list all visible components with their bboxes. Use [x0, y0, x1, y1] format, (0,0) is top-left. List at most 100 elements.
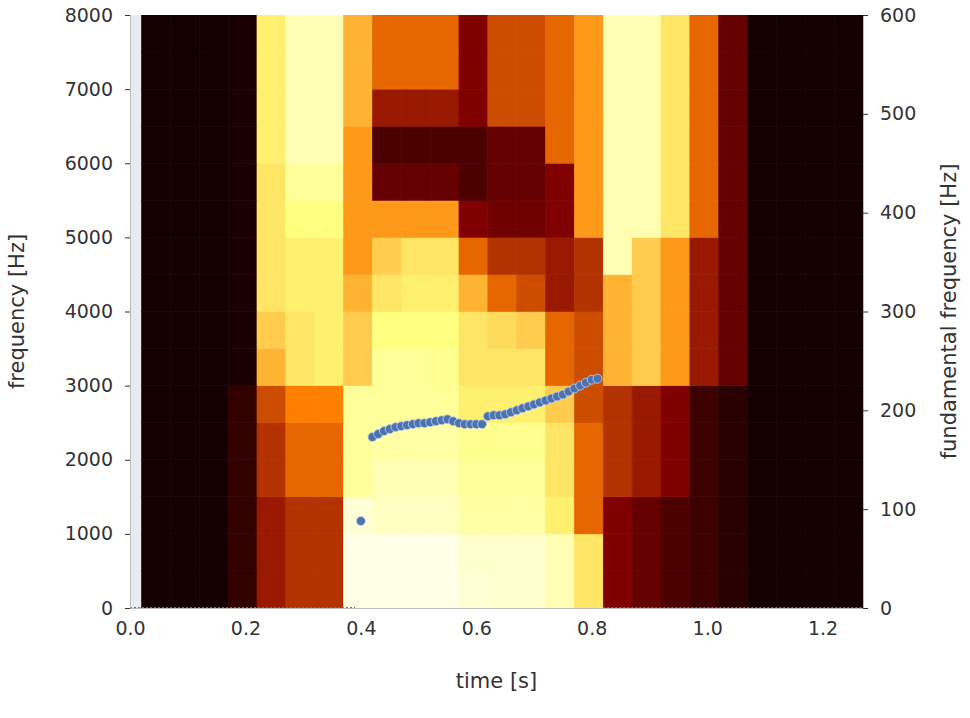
spectrogram-cell	[257, 89, 286, 126]
spectrogram-cell	[748, 200, 777, 237]
spectrogram-cell	[199, 15, 228, 52]
spectrogram-cell	[170, 15, 199, 52]
spectrogram-cell	[199, 126, 228, 163]
spectrogram-cell	[632, 312, 661, 349]
spectrogram-cell	[517, 534, 546, 571]
tick-mark	[125, 163, 130, 164]
spectrogram-cell	[834, 200, 863, 237]
spectrogram-cell	[719, 237, 748, 274]
tick-label: 5000	[65, 226, 113, 248]
tick: 7000	[65, 78, 130, 100]
spectrogram-cell	[228, 460, 257, 497]
spectrogram-cell	[603, 52, 632, 89]
tick: 1000	[65, 522, 130, 544]
spectrogram-cell	[315, 386, 344, 423]
spectrogram-cell	[430, 497, 459, 534]
spectrogram-cell	[776, 237, 805, 274]
spectrogram-cell	[430, 312, 459, 349]
tick-label: 0.6	[462, 617, 492, 639]
spectrogram-cell	[690, 163, 719, 200]
y-axis: 010002000300040005000600070008000	[65, 4, 131, 619]
spectrogram-cell	[401, 126, 430, 163]
spectrogram-cell	[690, 312, 719, 349]
tick: 0.0	[115, 608, 145, 639]
spectrogram-cell	[834, 349, 863, 386]
spectrogram-cell	[142, 571, 171, 608]
spectrogram-cell	[488, 349, 517, 386]
spectrogram-cell	[430, 237, 459, 274]
spectrogram-cell	[546, 237, 575, 274]
spectrogram-cell	[546, 423, 575, 460]
spectrogram-cell	[574, 312, 603, 349]
tick-mark	[863, 213, 868, 214]
spectrogram-cell	[661, 534, 690, 571]
spectrogram-cell	[748, 386, 777, 423]
spectrogram-cell	[661, 200, 690, 237]
spectrogram-cell	[661, 163, 690, 200]
spectrogram-cell	[805, 571, 834, 608]
page: {"chart_data": { "type": "heatmap", "xla…	[0, 0, 970, 718]
spectrogram-cell	[257, 423, 286, 460]
spectrogram-cell	[546, 460, 575, 497]
spectrogram-cell	[459, 497, 488, 534]
spectrogram-cell	[430, 571, 459, 608]
spectrogram-cell	[459, 52, 488, 89]
spectrogram-cell	[805, 497, 834, 534]
spectrogram-cell	[142, 423, 171, 460]
spectrogram-cell	[257, 163, 286, 200]
spectrogram-cell	[430, 274, 459, 311]
tick: 6000	[65, 152, 130, 174]
spectrogram-cell	[344, 200, 373, 237]
spectrogram-cell	[661, 15, 690, 52]
spectrogram-cell	[344, 89, 373, 126]
spectrogram-cell	[286, 89, 315, 126]
spectrogram-cell	[632, 571, 661, 608]
spectrogram-cell	[834, 89, 863, 126]
spectrogram-cell	[546, 534, 575, 571]
spectrogram-cell	[603, 460, 632, 497]
spectrogram-cell	[574, 534, 603, 571]
spectrogram-cell	[517, 497, 546, 534]
tick-label: 600	[880, 4, 916, 26]
spectrogram-cell	[690, 497, 719, 534]
spectrogram-cell	[170, 163, 199, 200]
spectrogram-cell	[776, 423, 805, 460]
spectrogram-cell	[748, 312, 777, 349]
spectrogram-cell	[805, 312, 834, 349]
tick-label: 0.4	[346, 617, 376, 639]
spectrogram-cell	[257, 274, 286, 311]
spectrogram-cell	[401, 386, 430, 423]
spectrogram-cell	[776, 163, 805, 200]
spectrogram-cell	[661, 274, 690, 311]
spectrogram-cell	[286, 349, 315, 386]
spectrogram-cell	[344, 274, 373, 311]
spectrogram-cell	[372, 274, 401, 311]
tick-label: 0	[880, 597, 892, 619]
spectrogram-cell	[517, 237, 546, 274]
spectrogram-cell	[661, 386, 690, 423]
spectrogram-cell	[488, 534, 517, 571]
spectrogram-cell	[142, 274, 171, 311]
spectrogram-cell	[315, 423, 344, 460]
spectrogram-cell	[199, 52, 228, 89]
spectrogram-cell	[776, 15, 805, 52]
spectrogram-cell	[459, 460, 488, 497]
spectrogram-cell	[228, 200, 257, 237]
plot-background	[130, 15, 863, 608]
tick-mark	[125, 608, 130, 609]
spectrogram-cell	[546, 497, 575, 534]
spectrogram-cell	[632, 163, 661, 200]
spectrogram-cell	[286, 126, 315, 163]
tick-label: 4000	[65, 300, 113, 322]
spectrogram-cell	[257, 200, 286, 237]
spectrogram-cell	[488, 497, 517, 534]
spectrogram-cell	[488, 274, 517, 311]
spectrogram-cell	[834, 571, 863, 608]
spectrogram-cell	[344, 15, 373, 52]
spectrogram	[142, 15, 863, 608]
spectrogram-cell	[805, 423, 834, 460]
spectrogram-cell	[344, 52, 373, 89]
tick-mark	[863, 15, 868, 16]
tick: 2000	[65, 448, 130, 470]
spectrogram-cell	[632, 386, 661, 423]
